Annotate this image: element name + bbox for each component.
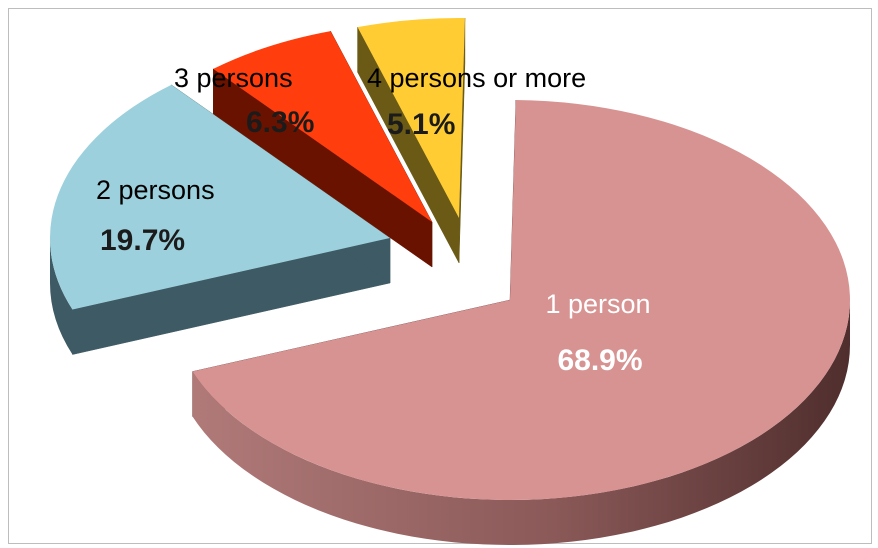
slice-label-0: 1 person	[545, 289, 650, 319]
pie-slice-4-persons-or-more	[357, 17, 465, 218]
pie-slice-1-person	[192, 100, 850, 501]
slice-label-2: 3 persons	[174, 63, 293, 93]
pie-slice-3-persons	[213, 31, 432, 222]
slice-rim-0	[192, 300, 850, 545]
slice-value-label-0: 68.9%	[557, 344, 642, 377]
slice-value-label-1: 19.7%	[100, 224, 185, 257]
slice-rim-1	[50, 238, 73, 355]
slice-wall-3-1	[458, 18, 466, 264]
slice-value-label-2: 6.3%	[246, 106, 314, 139]
slice-value-label-3: 5.1%	[387, 108, 455, 141]
slice-label-1: 2 persons	[96, 175, 215, 205]
slice-label-3: 4 persons or more	[367, 63, 586, 93]
pie-slice-2-persons	[49, 84, 390, 310]
